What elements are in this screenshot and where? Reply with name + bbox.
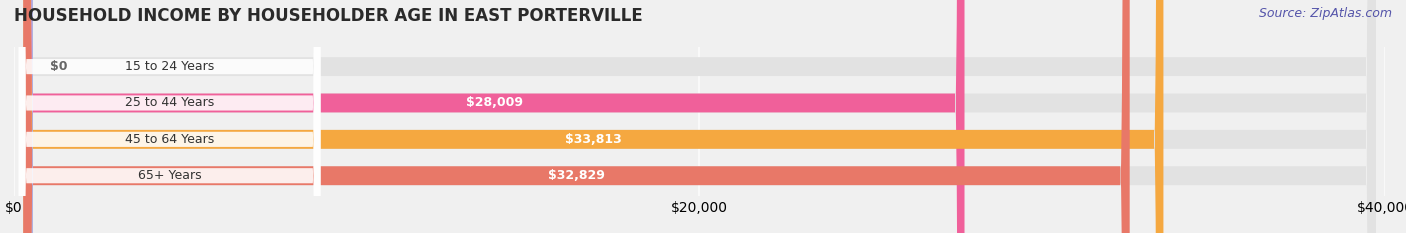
Text: 45 to 64 Years: 45 to 64 Years bbox=[125, 133, 214, 146]
Text: Source: ZipAtlas.com: Source: ZipAtlas.com bbox=[1258, 7, 1392, 20]
FancyBboxPatch shape bbox=[24, 0, 965, 233]
FancyBboxPatch shape bbox=[24, 0, 1375, 233]
Text: $0: $0 bbox=[51, 60, 67, 73]
FancyBboxPatch shape bbox=[24, 0, 1375, 233]
FancyBboxPatch shape bbox=[24, 0, 1163, 233]
Text: 65+ Years: 65+ Years bbox=[138, 169, 201, 182]
Text: $32,829: $32,829 bbox=[548, 169, 605, 182]
Text: 15 to 24 Years: 15 to 24 Years bbox=[125, 60, 214, 73]
Text: 25 to 44 Years: 25 to 44 Years bbox=[125, 96, 214, 110]
Text: HOUSEHOLD INCOME BY HOUSEHOLDER AGE IN EAST PORTERVILLE: HOUSEHOLD INCOME BY HOUSEHOLDER AGE IN E… bbox=[14, 7, 643, 25]
Text: $28,009: $28,009 bbox=[465, 96, 523, 110]
FancyBboxPatch shape bbox=[24, 0, 32, 233]
FancyBboxPatch shape bbox=[24, 0, 1375, 233]
FancyBboxPatch shape bbox=[18, 0, 321, 233]
Text: $33,813: $33,813 bbox=[565, 133, 621, 146]
FancyBboxPatch shape bbox=[18, 0, 321, 233]
FancyBboxPatch shape bbox=[18, 0, 321, 233]
FancyBboxPatch shape bbox=[18, 0, 321, 233]
FancyBboxPatch shape bbox=[24, 0, 1129, 233]
FancyBboxPatch shape bbox=[24, 0, 1375, 233]
